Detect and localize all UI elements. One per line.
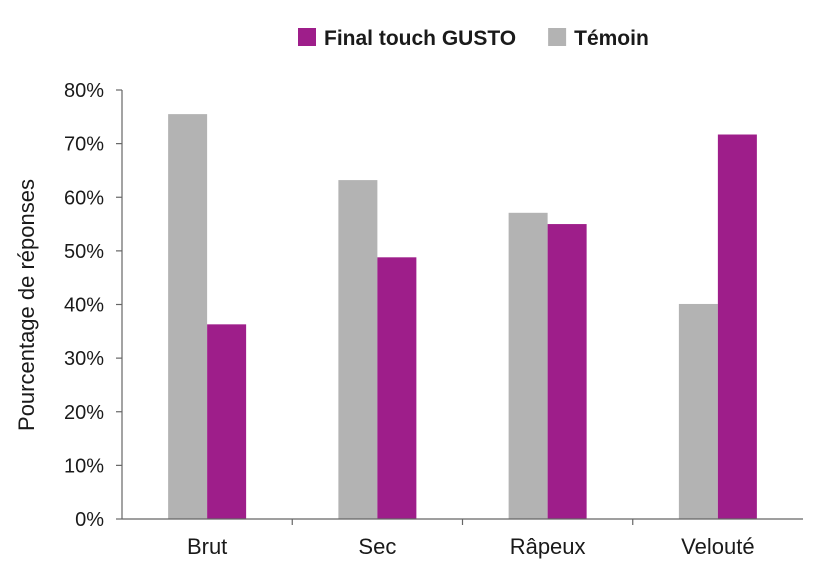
y-tick-label: 80%	[64, 80, 104, 102]
y-tick-label: 60%	[64, 187, 104, 209]
legend-label-final-touch-gusto: Final touch GUSTO	[324, 27, 516, 50]
x-axis: Brut Sec Râpeux Velouté	[122, 518, 803, 559]
y-axis: 0% 10% 20% 30% 40% 50% 60% 70% 80%	[64, 80, 123, 531]
y-tick-label: 40%	[64, 295, 104, 317]
y-tick-label: 10%	[64, 455, 104, 477]
bar-temoin-veloute	[678, 303, 718, 519]
legend-swatch-temoin	[548, 28, 567, 46]
bar-temoin-brut	[168, 114, 208, 519]
y-axis-label: Pourcentage de réponses	[14, 179, 39, 431]
x-tick-label-veloute: Velouté	[681, 534, 754, 559]
x-tick-label-sec: Sec	[358, 534, 396, 559]
bar-final-touch-gusto-brut	[207, 324, 247, 519]
y-tick-label: 30%	[64, 348, 104, 370]
bar-final-touch-gusto-veloute	[717, 134, 757, 520]
legend-swatch-final-touch-gusto	[298, 28, 316, 46]
y-tick-label: 20%	[64, 402, 104, 424]
y-tick-label: 50%	[64, 241, 104, 263]
bar-temoin-rapeux	[508, 212, 548, 519]
bar-final-touch-gusto-sec	[377, 257, 417, 519]
y-tick-label: 0%	[75, 509, 104, 531]
legend-label-temoin: Témoin	[574, 27, 649, 50]
bar-temoin-sec	[338, 180, 378, 519]
bar-final-touch-gusto-rapeux	[547, 224, 587, 519]
x-tick-label-rapeux: Râpeux	[510, 534, 586, 559]
y-tick-label: 70%	[64, 134, 104, 156]
legend: Final touch GUSTO Témoin	[298, 27, 649, 50]
x-tick-label-brut: Brut	[187, 534, 227, 559]
bars	[168, 114, 757, 520]
